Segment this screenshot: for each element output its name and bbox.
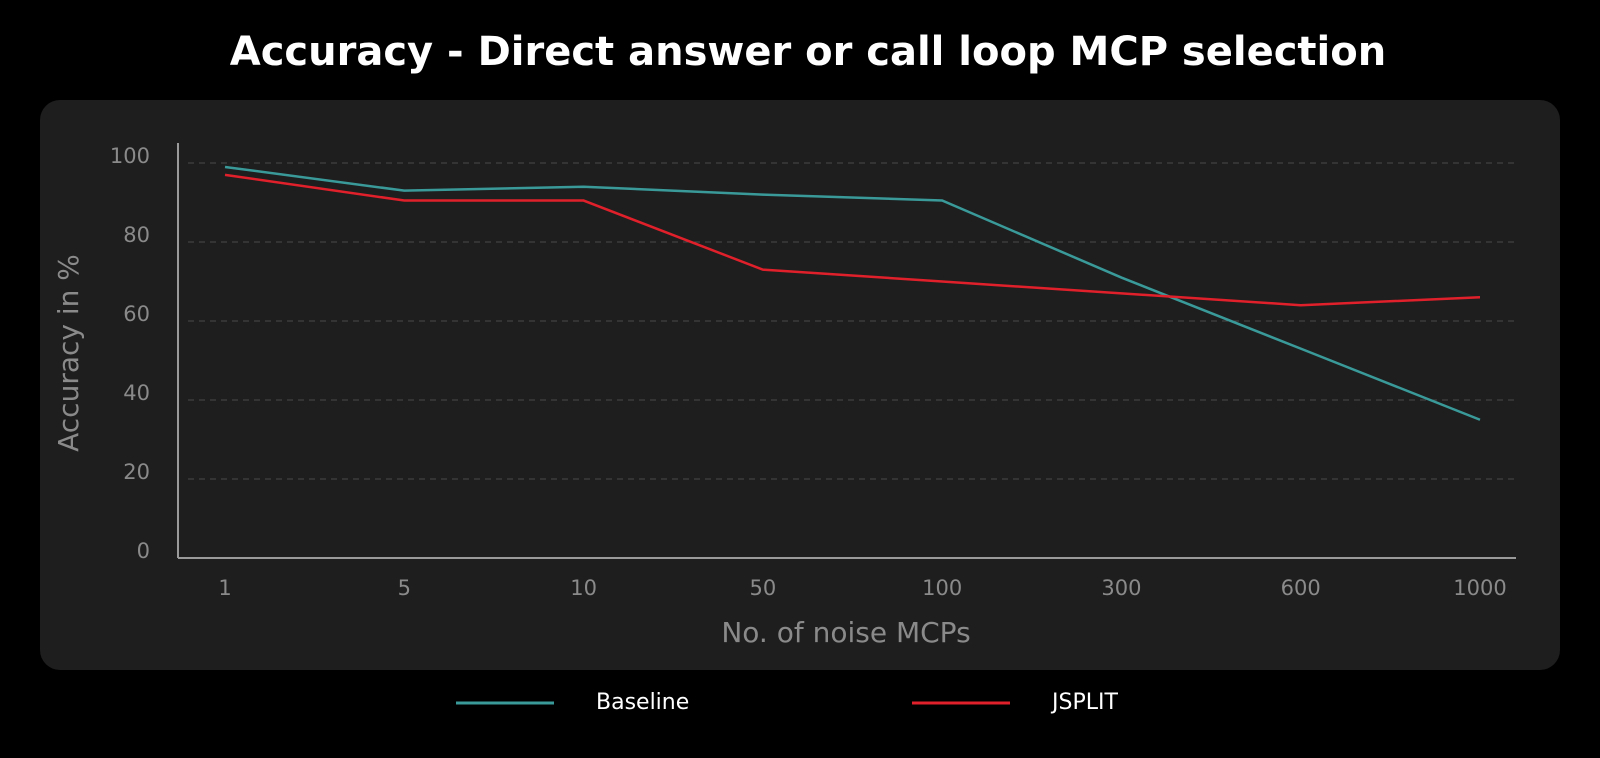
x-tick-label: 100 [922,576,962,600]
x-tick-label: 1 [218,576,231,600]
chart-title: Accuracy - Direct answer or call loop MC… [230,29,1386,75]
legend-label: JSPLIT [1050,690,1118,715]
x-axis-title: No. of noise MCPs [721,616,970,649]
chart-panel [40,100,1560,670]
x-tick-label: 1000 [1453,576,1506,600]
y-tick-label: 80 [123,223,150,247]
x-tick-label: 10 [570,576,597,600]
x-tick-label: 5 [398,576,411,600]
series-line [224,173,1481,307]
x-tick-label: 300 [1101,576,1141,600]
y-tick-label: 0 [137,539,150,563]
y-tick-label: 100 [110,144,150,168]
y-axis-title: Accuracy in % [52,254,85,452]
y-tick-label: 60 [123,302,150,326]
y-tick-label: 20 [123,460,150,484]
y-tick-label: 40 [123,381,150,405]
series-line [224,165,1481,421]
x-tick-label: 600 [1281,576,1321,600]
x-tick-label: 50 [749,576,776,600]
legend-label: Baseline [596,690,689,715]
